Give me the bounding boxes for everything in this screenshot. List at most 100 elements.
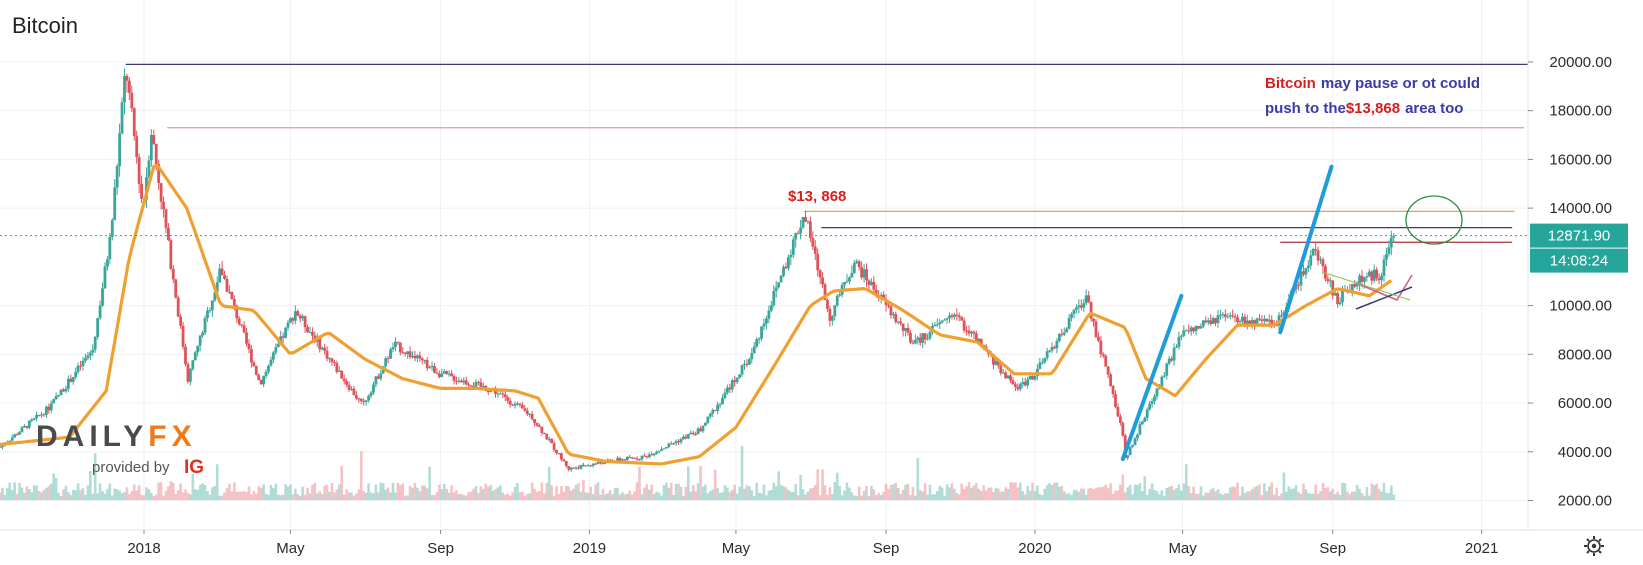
candle-body	[323, 347, 327, 351]
volume-bar	[1182, 483, 1186, 500]
volume-bar	[1292, 488, 1295, 500]
candle-body	[408, 351, 412, 358]
candle-body	[147, 160, 151, 178]
volume-bar	[289, 484, 292, 500]
volume-bar	[1036, 485, 1039, 500]
candle-body	[223, 275, 226, 279]
volume-bar	[54, 477, 58, 500]
candle-body	[1341, 290, 1344, 303]
volume-bar	[269, 484, 273, 500]
candle-body	[921, 333, 925, 343]
volume-bar	[433, 495, 436, 500]
volume-bar	[706, 493, 710, 500]
candle-body	[1106, 366, 1110, 375]
volume-bar	[835, 472, 839, 500]
volume-bar	[342, 494, 346, 500]
volume-bar	[552, 495, 556, 500]
volume-bar	[1204, 492, 1208, 500]
volume-bar	[467, 492, 470, 500]
candle-body	[899, 321, 903, 324]
volume-bar	[71, 489, 75, 500]
volume-bar	[164, 490, 168, 500]
candle-body	[298, 315, 302, 319]
volume-bar	[276, 494, 280, 500]
candle-body	[376, 376, 380, 379]
candle-body	[333, 361, 336, 364]
volume-bar	[0, 492, 2, 500]
volume-bar	[240, 491, 243, 500]
volume-bar	[320, 494, 324, 500]
candle-body	[577, 467, 580, 469]
volume-bar	[472, 488, 475, 500]
volume-bar	[535, 491, 539, 500]
volume-bar	[1141, 491, 1144, 500]
volume-bar	[1087, 488, 1090, 500]
volume-bar	[1133, 484, 1137, 500]
candle-body	[865, 269, 868, 281]
volume-bar	[189, 494, 192, 500]
candle-body	[935, 324, 939, 326]
volume-bar	[604, 494, 607, 500]
candle-body	[1228, 315, 1232, 317]
candle-body	[206, 310, 209, 319]
candle-body	[181, 325, 185, 347]
volume-bar	[250, 494, 253, 500]
volume-bar	[218, 495, 221, 500]
candle-body	[1082, 303, 1086, 308]
volume-bar	[635, 482, 639, 500]
candle-body	[960, 317, 964, 321]
volume-bar	[40, 492, 43, 500]
candle-body	[1167, 358, 1171, 364]
candle-body	[706, 416, 710, 423]
volume-bar	[1163, 495, 1166, 500]
candle-body	[247, 343, 251, 350]
price-highlight-circle	[1405, 195, 1463, 245]
candle-body	[311, 331, 314, 336]
candle-body	[120, 102, 124, 134]
candle-body	[862, 269, 866, 278]
volume-bar	[555, 486, 558, 500]
volume-bar	[203, 484, 207, 500]
volume-bar	[1011, 482, 1015, 500]
candle-body	[264, 371, 268, 376]
candle-body	[701, 425, 705, 432]
candle-body	[201, 332, 204, 336]
candle-body	[103, 266, 107, 289]
candle-body	[494, 389, 497, 394]
candle-body	[1148, 403, 1152, 410]
volume-bar	[796, 495, 800, 500]
volume-bar	[1023, 494, 1027, 500]
candle-body	[372, 384, 375, 393]
candle-body	[835, 295, 839, 306]
candle-body	[184, 346, 187, 365]
gear-icon[interactable]	[1584, 536, 1604, 556]
candle-body	[933, 324, 937, 327]
time-tick-label: 2021	[1465, 540, 1498, 557]
candle-body	[845, 281, 849, 283]
candle-body	[389, 349, 392, 359]
candle-body	[215, 282, 219, 293]
volume-bar	[1346, 491, 1349, 500]
candle-body	[93, 337, 97, 350]
volume-bar	[281, 494, 285, 500]
volume-bar	[1038, 493, 1042, 500]
volume-bar	[1355, 484, 1359, 500]
volume-bar	[1243, 492, 1247, 500]
candle-body	[291, 318, 295, 321]
candle-body	[337, 370, 341, 372]
volume-bar	[1033, 490, 1037, 500]
volume-bar	[23, 492, 26, 500]
candle-body	[967, 330, 971, 334]
volume-bar	[301, 486, 304, 500]
volume-bar	[303, 494, 307, 500]
candle-body	[996, 360, 1000, 366]
volume-bar	[972, 485, 976, 500]
volume-bar	[455, 490, 458, 500]
volume-bar	[1040, 495, 1044, 500]
candle-body	[457, 380, 461, 382]
volume-bar	[1065, 493, 1068, 500]
candle-body	[1387, 247, 1391, 255]
volume-bar	[572, 488, 575, 500]
volume-bar	[1387, 493, 1391, 500]
volume-bar	[1380, 491, 1383, 500]
